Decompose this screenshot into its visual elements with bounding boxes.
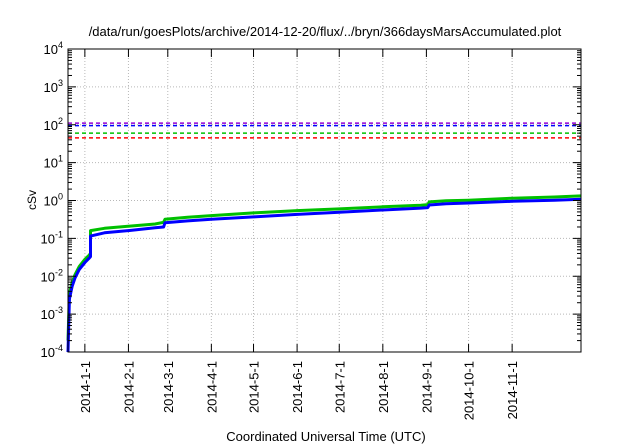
x-tick-label: 2014-7-1 — [332, 361, 347, 413]
y-axis-label: cSv — [25, 190, 39, 210]
y-tick-label: 104 — [44, 40, 63, 57]
x-tick-label: 2014-2-1 — [121, 361, 136, 413]
y-tick-label: 10-1 — [41, 229, 63, 246]
x-tick-label: 2014-8-1 — [376, 361, 391, 413]
grid — [68, 49, 581, 352]
series-lines — [66, 194, 582, 353]
x-tick-label: 2014-1-1 — [78, 361, 93, 413]
y-tick-label: 101 — [44, 154, 63, 171]
series-line — [66, 194, 582, 341]
y-axis: 10-4 10-3 10-2 10-1 100 101 102 103 104 — [41, 40, 581, 360]
x-axis: 2014-1-1 2014-2-1 2014-3-1 2014-4-1 2014-5-1… — [78, 49, 520, 420]
x-tick-label: 2014-4-1 — [204, 361, 219, 413]
y-tick-label: 10-2 — [41, 267, 63, 284]
y-tick-label: 102 — [44, 116, 63, 133]
y-tick-label: 100 — [44, 192, 63, 209]
x-tick-label: 2014-5-1 — [247, 361, 262, 413]
x-tick-label: 2014-10-1 — [462, 361, 477, 420]
y-tick-label: 10-4 — [41, 343, 63, 360]
reference-lines — [68, 122, 581, 139]
x-tick-label: 2014-3-1 — [161, 361, 176, 413]
x-tick-label: 2014-9-1 — [419, 361, 434, 413]
chart-title: /data/run/goesPlots/archive/2014-12-20/f… — [89, 24, 562, 39]
y-tick-label: 103 — [44, 78, 63, 95]
x-tick-label: 2014-11-1 — [505, 361, 520, 419]
x-tick-label: 2014-6-1 — [290, 361, 305, 413]
series-line — [66, 197, 582, 353]
y-tick-label: 10-3 — [41, 305, 63, 322]
x-axis-label: Coordinated Universal Time (UTC) — [226, 429, 425, 444]
